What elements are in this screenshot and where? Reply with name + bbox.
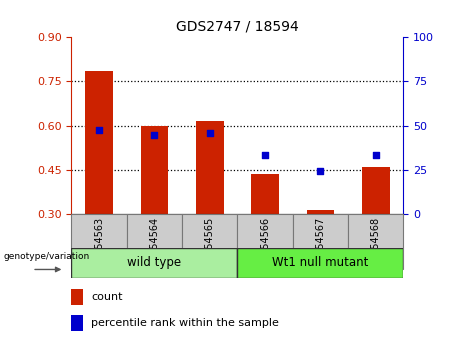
Point [206, 130, 213, 136]
Point [151, 132, 158, 138]
Bar [85, 71, 113, 214]
Text: GSM154565: GSM154565 [205, 217, 215, 276]
Bar [141, 126, 168, 214]
FancyBboxPatch shape [71, 214, 127, 269]
Bar [71, 289, 83, 305]
Bar [71, 315, 83, 331]
Text: percentile rank within the sample: percentile rank within the sample [91, 318, 279, 329]
Point [95, 127, 103, 133]
FancyBboxPatch shape [71, 248, 237, 278]
Text: GSM154564: GSM154564 [149, 217, 160, 276]
FancyBboxPatch shape [237, 214, 293, 269]
Text: GSM154563: GSM154563 [94, 217, 104, 276]
FancyBboxPatch shape [127, 214, 182, 269]
Point [261, 152, 269, 158]
FancyBboxPatch shape [237, 248, 403, 278]
Title: GDS2747 / 18594: GDS2747 / 18594 [176, 19, 299, 33]
Bar [307, 210, 334, 214]
Text: GSM154568: GSM154568 [371, 217, 381, 276]
Bar [251, 174, 279, 214]
Bar [196, 121, 224, 214]
Point [372, 152, 379, 158]
Text: genotype/variation: genotype/variation [4, 252, 90, 261]
Text: wild type: wild type [127, 256, 182, 269]
Text: GSM154567: GSM154567 [315, 217, 325, 276]
FancyBboxPatch shape [348, 214, 403, 269]
FancyBboxPatch shape [182, 214, 237, 269]
Text: Wt1 null mutant: Wt1 null mutant [272, 256, 369, 269]
FancyBboxPatch shape [293, 214, 348, 269]
Point [317, 169, 324, 174]
Text: GSM154566: GSM154566 [260, 217, 270, 276]
Text: count: count [91, 292, 123, 302]
Bar [362, 167, 390, 214]
